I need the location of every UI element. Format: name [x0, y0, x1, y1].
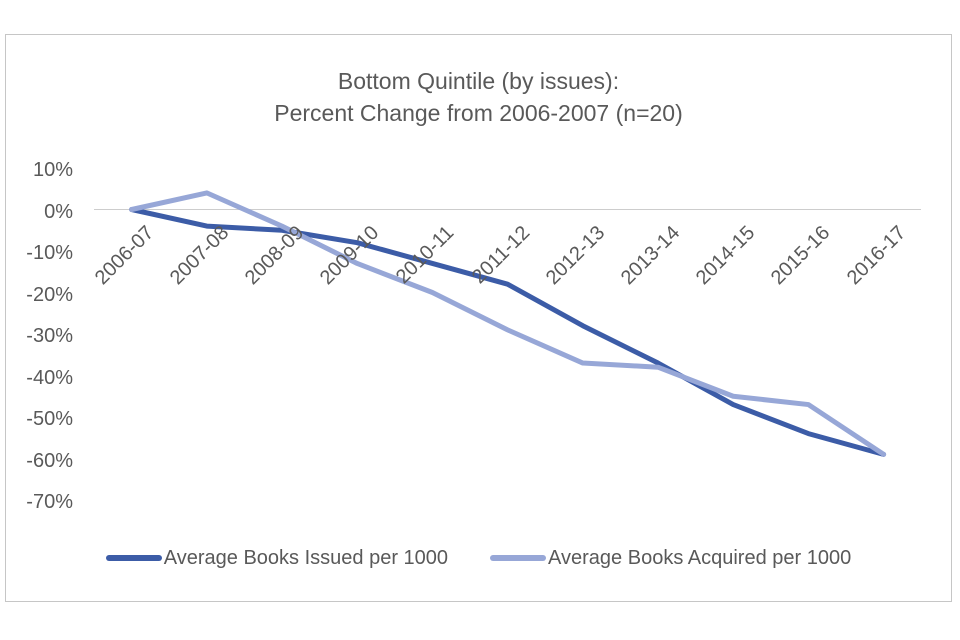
legend-line-swatch-icon — [105, 555, 162, 561]
chart-title: Bottom Quintile (by issues): Percent Cha… — [6, 65, 951, 129]
legend-label: Average Books Acquired per 1000 — [548, 547, 852, 569]
legend-line-swatch-icon — [490, 555, 547, 561]
y-axis-tick-label: -70% — [26, 491, 73, 513]
y-axis-tick-label: -30% — [26, 325, 73, 347]
chart-title-line2: Percent Change from 2006-2007 (n=20) — [274, 100, 683, 126]
legend-label: Average Books Issued per 1000 — [163, 547, 449, 569]
legend-item: Average Books Issued per 1000 — [105, 545, 449, 571]
zero-gridline — [94, 209, 921, 210]
y-axis-tick-label: -50% — [26, 408, 73, 430]
y-axis-tick-label: 0% — [44, 200, 73, 223]
legend-item: Average Books Acquired per 1000 — [490, 545, 851, 571]
y-axis-tick-label: -20% — [26, 283, 73, 306]
y-axis-tick-label: -60% — [26, 449, 73, 472]
chart-frame: Bottom Quintile (by issues): Percent Cha… — [5, 34, 952, 602]
plot-area — [129, 190, 887, 457]
y-axis-tick-label: -10% — [26, 242, 73, 264]
series-line-average-books-acquired-per-1000 — [129, 190, 887, 457]
chart-legend: Average Books Issued per 1000 Average Boo… — [6, 545, 951, 571]
series-line-average-books-issued-per-1000 — [129, 207, 887, 457]
y-axis-tick-label: 10% — [32, 159, 73, 181]
y-axis-tick-label: -40% — [26, 366, 73, 389]
chart-title-line1: Bottom Quintile (by issues): — [337, 68, 620, 94]
